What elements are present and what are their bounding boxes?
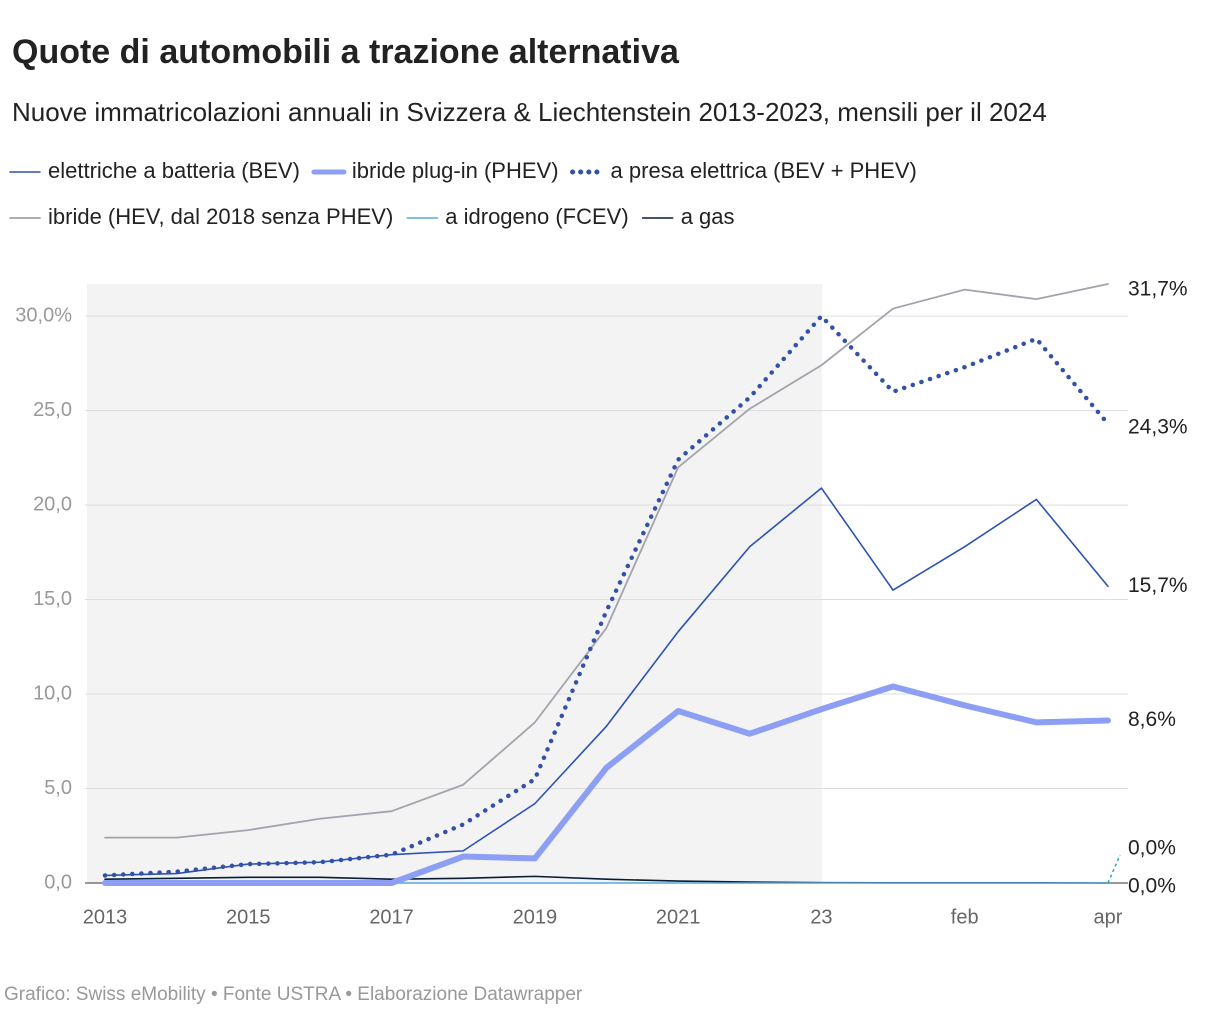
- x-tick-label: apr: [1094, 906, 1123, 928]
- x-tick-label: 2013: [83, 906, 128, 928]
- y-tick-label: 25,0: [33, 399, 72, 421]
- legend-label: ibride plug-in (PHEV): [352, 158, 559, 183]
- value-label: 31,7%: [1128, 278, 1188, 301]
- y-tick-label: 5,0: [44, 777, 72, 799]
- legend-label: ibride (HEV, dal 2018 senza PHEV): [48, 204, 393, 229]
- value-label: 0,0%: [1128, 837, 1176, 860]
- x-tick-label: 2015: [226, 906, 271, 928]
- chart-title: Quote di automobili a trazione alternati…: [12, 33, 680, 71]
- value-label: 0,0%: [1128, 875, 1176, 898]
- value-label: 15,7%: [1128, 574, 1188, 597]
- value-label: 24,3%: [1128, 415, 1188, 438]
- y-tick-label: 0,0: [44, 871, 72, 893]
- value-label: 8,6%: [1128, 708, 1176, 731]
- y-tick-label: 10,0: [33, 682, 72, 704]
- label-leader: [1107, 854, 1121, 884]
- x-tick-label: 2019: [513, 906, 558, 928]
- y-tick-label: 30,0%: [15, 304, 72, 326]
- y-tick-label: 20,0: [33, 493, 72, 515]
- x-tick-label: 23: [810, 906, 832, 928]
- legend-label: a gas: [681, 204, 735, 229]
- x-tick-label: 2017: [369, 906, 414, 928]
- x-tick-label: feb: [951, 906, 979, 928]
- legend-label: a presa elettrica (BEV + PHEV): [611, 158, 917, 183]
- y-tick-label: 15,0: [33, 588, 72, 610]
- series-line: [102, 683, 1111, 886]
- source: Grafico: Swiss eMobility • Fonte USTRA •…: [4, 984, 583, 1005]
- series-line: [104, 487, 1109, 877]
- annual-shading: [87, 284, 822, 883]
- x-tick-label: 2021: [656, 906, 701, 928]
- series-line: [104, 283, 1109, 839]
- legend-label: a idrogeno (FCEV): [445, 204, 628, 229]
- legend-label: elettriche a batteria (BEV): [48, 158, 300, 183]
- chart-subtitle: Nuove immatricolazioni annuali in Svizze…: [12, 97, 1047, 127]
